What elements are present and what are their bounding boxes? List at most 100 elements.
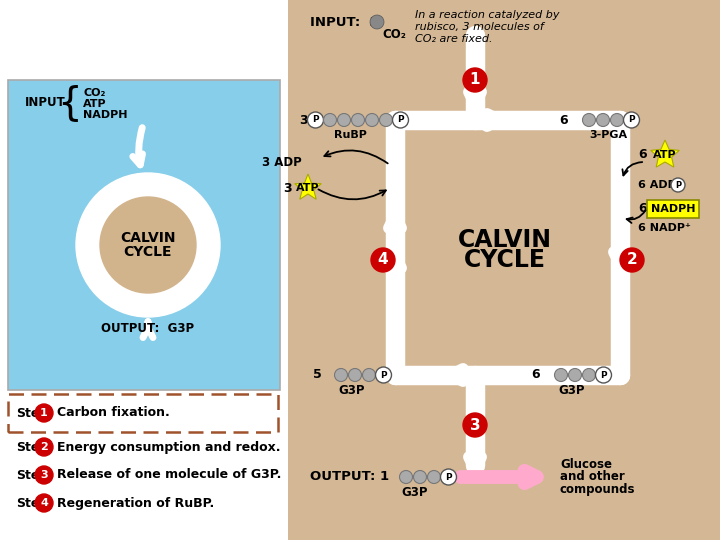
Circle shape xyxy=(371,248,395,272)
Circle shape xyxy=(35,404,53,422)
Circle shape xyxy=(671,178,685,192)
Text: {: { xyxy=(58,84,82,122)
Circle shape xyxy=(582,113,595,126)
Text: P: P xyxy=(600,370,607,380)
Bar xyxy=(8,80,280,390)
Text: Release of one molecule of G3P.: Release of one molecule of G3P. xyxy=(57,469,282,482)
Circle shape xyxy=(335,368,348,381)
Text: 2: 2 xyxy=(40,442,48,452)
Circle shape xyxy=(392,112,408,128)
Text: NADPH: NADPH xyxy=(83,110,127,120)
Text: 6: 6 xyxy=(531,368,540,381)
Circle shape xyxy=(100,197,196,293)
Text: CYCLE: CYCLE xyxy=(464,248,546,272)
Text: Regeneration of RuBP.: Regeneration of RuBP. xyxy=(57,496,215,510)
Circle shape xyxy=(428,470,441,483)
Circle shape xyxy=(611,113,624,126)
Text: CALVIN: CALVIN xyxy=(458,228,552,252)
Text: INPUT: INPUT xyxy=(25,97,66,110)
Text: 1: 1 xyxy=(469,72,480,87)
Circle shape xyxy=(366,113,379,126)
Text: ATP: ATP xyxy=(653,150,677,160)
Text: RuBP: RuBP xyxy=(333,130,366,140)
Circle shape xyxy=(554,368,567,381)
Text: and other: and other xyxy=(560,470,625,483)
Circle shape xyxy=(441,469,456,485)
Text: 6: 6 xyxy=(638,148,647,161)
Text: P: P xyxy=(445,472,452,482)
Text: P: P xyxy=(675,180,681,190)
Circle shape xyxy=(370,15,384,29)
Text: P: P xyxy=(380,370,387,380)
Text: NADPH: NADPH xyxy=(651,204,696,214)
Polygon shape xyxy=(294,174,321,199)
Text: rubisco, 3 molecules of: rubisco, 3 molecules of xyxy=(415,22,544,32)
Text: Glucose: Glucose xyxy=(560,458,612,471)
Bar xyxy=(288,0,720,540)
Text: CO₂ are fixed.: CO₂ are fixed. xyxy=(415,34,492,44)
Text: 3: 3 xyxy=(40,470,48,480)
Text: Carbon fixation.: Carbon fixation. xyxy=(57,407,170,420)
Circle shape xyxy=(379,113,392,126)
Text: In a reaction catalyzed by: In a reaction catalyzed by xyxy=(415,10,559,20)
Text: P: P xyxy=(312,116,319,125)
Circle shape xyxy=(596,113,610,126)
Text: 3: 3 xyxy=(284,181,292,194)
Text: 2: 2 xyxy=(626,253,637,267)
Text: Step: Step xyxy=(16,496,48,510)
Text: CALVIN: CALVIN xyxy=(120,231,176,245)
Circle shape xyxy=(338,113,351,126)
Text: CYCLE: CYCLE xyxy=(124,245,172,259)
Text: 1: 1 xyxy=(40,408,48,418)
Circle shape xyxy=(400,470,413,483)
Text: compounds: compounds xyxy=(560,483,636,496)
Text: Step: Step xyxy=(16,407,48,420)
Text: Step: Step xyxy=(16,441,48,454)
Text: 4: 4 xyxy=(378,253,388,267)
Circle shape xyxy=(463,68,487,92)
Polygon shape xyxy=(651,140,679,167)
Circle shape xyxy=(624,112,639,128)
Text: G3P: G3P xyxy=(559,383,585,396)
Circle shape xyxy=(76,173,220,317)
Text: 3 ADP: 3 ADP xyxy=(262,156,302,168)
Circle shape xyxy=(569,368,582,381)
Circle shape xyxy=(351,113,364,126)
Circle shape xyxy=(362,368,376,381)
Text: CO₂: CO₂ xyxy=(382,29,406,42)
Text: 6: 6 xyxy=(559,113,568,126)
Text: 3: 3 xyxy=(469,417,480,433)
Text: P: P xyxy=(628,116,635,125)
FancyBboxPatch shape xyxy=(647,200,699,218)
Text: Energy consumption and redox.: Energy consumption and redox. xyxy=(57,441,281,454)
Text: CO₂: CO₂ xyxy=(83,88,105,98)
Circle shape xyxy=(620,248,644,272)
Text: ATP: ATP xyxy=(83,99,107,109)
Circle shape xyxy=(463,413,487,437)
Text: G3P: G3P xyxy=(402,487,428,500)
Circle shape xyxy=(35,438,53,456)
Circle shape xyxy=(582,368,595,381)
Circle shape xyxy=(307,112,323,128)
Circle shape xyxy=(595,367,611,383)
FancyBboxPatch shape xyxy=(8,394,278,432)
Circle shape xyxy=(376,367,392,383)
Circle shape xyxy=(35,466,53,484)
Text: 3: 3 xyxy=(300,113,308,126)
Text: OUTPUT:  G3P: OUTPUT: G3P xyxy=(102,321,194,334)
Circle shape xyxy=(348,368,361,381)
Text: OUTPUT: 1: OUTPUT: 1 xyxy=(310,470,389,483)
Text: 6 ADP: 6 ADP xyxy=(638,180,676,190)
Circle shape xyxy=(413,470,426,483)
Circle shape xyxy=(323,113,336,126)
Text: 6: 6 xyxy=(638,201,647,214)
Text: ATP: ATP xyxy=(296,183,320,193)
Text: 6 NADP⁺: 6 NADP⁺ xyxy=(638,223,691,233)
Circle shape xyxy=(35,494,53,512)
Text: G3P: G3P xyxy=(338,383,365,396)
Text: 3-PGA: 3-PGA xyxy=(589,130,627,140)
Text: INPUT:  3: INPUT: 3 xyxy=(310,16,379,29)
Text: 4: 4 xyxy=(40,498,48,508)
Text: Step: Step xyxy=(16,469,48,482)
Text: 5: 5 xyxy=(313,368,322,381)
